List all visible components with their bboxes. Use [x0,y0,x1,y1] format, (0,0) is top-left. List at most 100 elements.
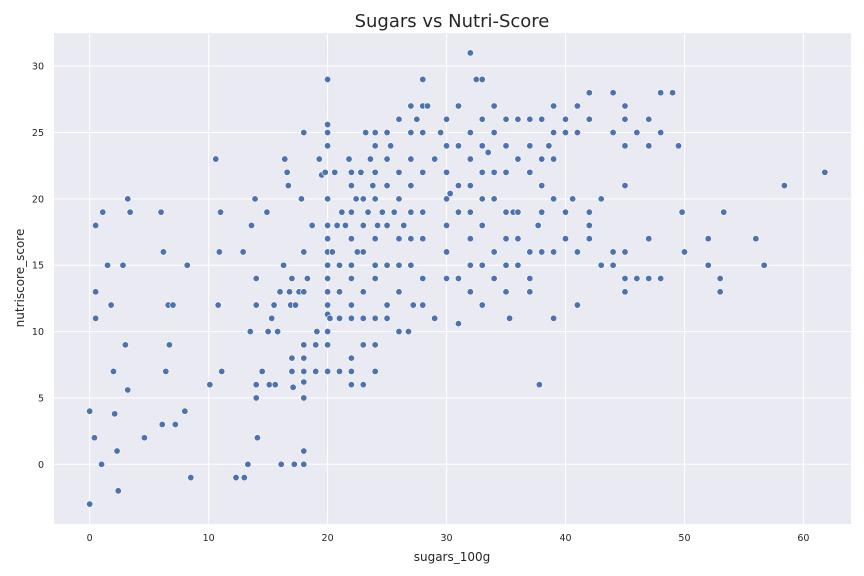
data-point [645,115,653,123]
data-point [369,182,377,190]
data-point [270,301,278,309]
data-point [490,129,498,137]
data-point [352,195,360,203]
data-point [347,367,355,375]
data-point [347,274,355,282]
data-point [288,274,296,282]
data-point [300,354,308,362]
data-point [478,115,486,123]
x-tick-label: 0 [87,533,93,544]
data-point [324,274,332,282]
data-point [347,381,355,389]
data-point [454,274,462,282]
data-point [821,168,829,176]
data-point [466,208,474,216]
data-point [113,447,121,455]
data-point [159,248,167,256]
data-point [443,221,451,229]
data-point [252,274,260,282]
data-point [446,190,454,198]
data-point [300,341,308,349]
data-point [374,221,382,229]
data-point [454,320,462,328]
data-point [387,142,395,150]
data-point [502,115,510,123]
data-point [371,341,379,349]
data-point [268,314,276,322]
data-point [290,460,298,468]
data-point [502,261,510,269]
data-point [454,102,462,110]
data-point [645,274,653,282]
data-point [326,314,334,322]
data-point [169,301,177,309]
data-point [478,221,486,229]
data-point [252,381,260,389]
data-point [126,208,134,216]
data-point [657,129,665,137]
data-point [545,142,553,150]
data-point [657,274,665,282]
data-point [585,89,593,97]
data-point [214,301,222,309]
data-point [404,328,412,336]
data-point [538,208,546,216]
data-point [514,208,522,216]
data-point [324,328,332,336]
data-point [633,274,641,282]
data-point [107,301,115,309]
data-point [407,129,415,137]
data-point [752,235,760,243]
data-point [353,248,361,256]
data-point [478,142,486,150]
data-point [378,208,386,216]
data-point [550,155,558,163]
data-point [419,75,427,83]
data-point [331,168,339,176]
y-tick-label: 15 [32,261,44,272]
data-point [573,301,581,309]
data-point [333,221,341,229]
data-point [371,261,379,269]
data-point [324,261,332,269]
data-point [300,460,308,468]
y-tick-label: 20 [32,194,44,205]
data-point [720,208,728,216]
data-point [371,235,379,243]
data-point [443,168,451,176]
data-point [419,301,427,309]
data-point [716,288,724,296]
data-point [335,261,343,269]
data-point [244,460,252,468]
data-point [390,208,398,216]
x-tick-labels: 0 10 20 30 40 50 60 [87,533,810,544]
data-point [300,288,308,296]
data-point [514,235,522,243]
data-point [395,195,403,203]
data-point [419,168,427,176]
data-point [409,301,417,309]
data-point [657,89,665,97]
data-point [443,142,451,150]
data-point [680,248,688,256]
data-point [335,314,343,322]
data-point [162,367,170,375]
data-point [621,288,629,296]
x-tick-label: 50 [678,533,690,544]
data-point [550,314,558,322]
data-point [502,142,510,150]
data-point [187,474,195,482]
data-point [609,248,617,256]
data-point [324,288,332,296]
data-point [86,407,94,415]
data-point [419,235,427,243]
data-point [609,129,617,137]
data-point [359,221,367,229]
data-point [364,208,372,216]
data-point [347,168,355,176]
data-point [585,235,593,243]
data-point [550,129,558,137]
data-point [526,288,534,296]
data-point [359,195,367,203]
